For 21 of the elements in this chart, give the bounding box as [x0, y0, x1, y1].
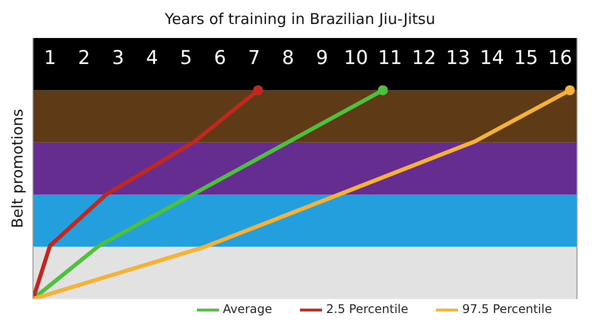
chart-title: Years of training in Brazilian Jiu-Jitsu [164, 10, 436, 28]
x-tick-label: 6 [214, 47, 226, 69]
legend-label: Average [222, 302, 272, 316]
x-tick-label: 8 [282, 47, 294, 69]
x-tick-label: 9 [316, 47, 328, 69]
x-tick-label: 14 [480, 47, 504, 69]
x-tick-label: 7 [248, 47, 260, 69]
legend-label: 2.5 Percentile [326, 302, 408, 316]
x-tick-label: 15 [514, 47, 538, 69]
x-tick-label: 1 [44, 47, 56, 69]
x-tick-label: 10 [344, 47, 368, 69]
x-tick-label: 2 [78, 47, 90, 69]
x-tick-label: 4 [146, 47, 158, 69]
legend-label: 97.5 Percentile [462, 302, 552, 316]
x-tick-label: 11 [378, 47, 402, 69]
x-tick-label: 16 [548, 47, 572, 69]
x-tick-label: 3 [112, 47, 124, 69]
x-tick-label: 5 [180, 47, 192, 69]
x-tick-label: 12 [412, 47, 436, 69]
x-tick-label: 13 [446, 47, 470, 69]
y-axis-title: Belt promotions [8, 108, 26, 228]
